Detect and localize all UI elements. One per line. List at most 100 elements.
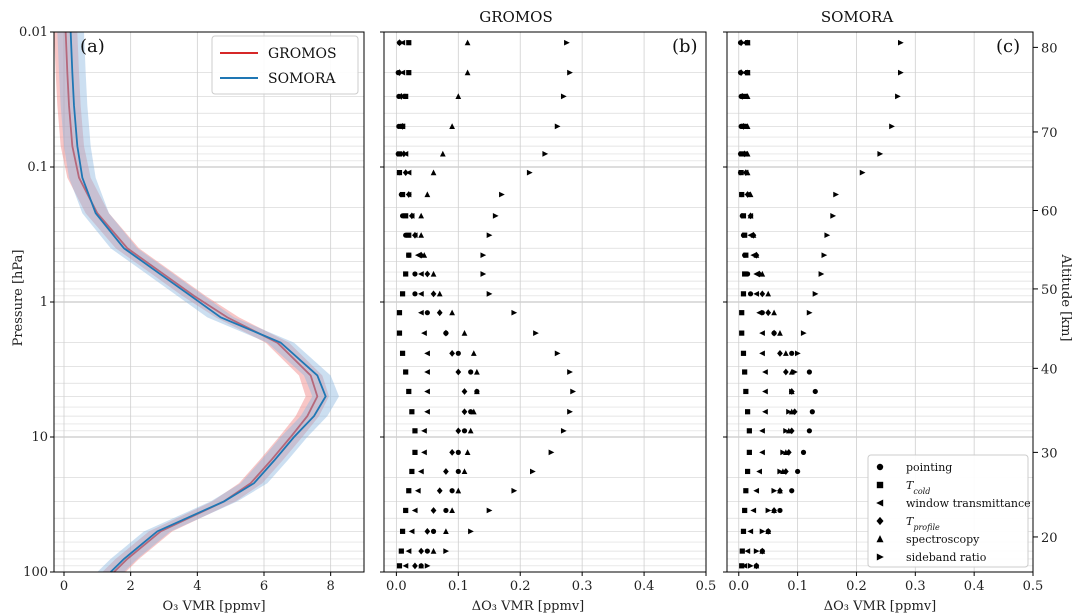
marker-window-transmittance <box>744 548 751 554</box>
marker-pointing <box>455 449 461 455</box>
marker-sideband-ratio <box>570 388 576 395</box>
marker-t-profile <box>430 507 437 514</box>
marker-legend-label: spectroscopy <box>906 533 980 546</box>
marker-window-transmittance <box>411 507 418 514</box>
x-tick-label: 6 <box>260 579 268 594</box>
marker-t-cold <box>399 528 406 534</box>
marker-spectroscopy <box>474 388 480 395</box>
x-tick-label: 4 <box>193 579 201 594</box>
marker-sideband-ratio <box>789 388 795 395</box>
marker-spectroscopy <box>744 169 751 176</box>
marker-spectroscopy <box>430 547 437 554</box>
marker-t-cold <box>396 151 403 157</box>
marker-pointing <box>455 350 461 356</box>
marker-spectroscopy <box>744 93 751 100</box>
marker-sideband-ratio <box>468 528 474 535</box>
marker-spectroscopy <box>418 562 425 569</box>
x-tick-label: 0.5 <box>1023 579 1044 594</box>
marker-window-transmittance <box>424 350 430 357</box>
marker-window-transmittance <box>418 290 424 297</box>
legend-marker <box>876 499 884 507</box>
marker-t-cold <box>406 388 412 395</box>
marker-sideband-ratio <box>542 151 549 157</box>
marker-sideband-ratio <box>771 487 778 494</box>
marker-pointing <box>412 291 418 297</box>
panel-b: 0.0 0.1 0.2 0.3 0.4 0.5 <box>380 31 717 594</box>
marker-window-transmittance <box>414 252 421 259</box>
marker-t-profile <box>738 39 744 47</box>
marker-t-profile <box>396 69 403 77</box>
marker-t-cold <box>746 449 752 455</box>
marker-window-transmittance <box>421 449 427 456</box>
marker-legend-label: sideband ratio <box>906 551 987 564</box>
marker-sideband-ratio <box>830 212 837 219</box>
marker-t-profile <box>742 169 749 176</box>
marker-t-cold <box>742 271 748 277</box>
marker-sideband-ratio <box>560 427 567 434</box>
marker-pointing <box>800 449 807 455</box>
marker-spectroscopy <box>464 39 471 46</box>
marker-window-transmittance <box>756 309 762 316</box>
marker-legend-frame <box>867 454 1029 568</box>
marker-t-cold <box>740 350 747 356</box>
marker-window-transmittance <box>418 468 424 475</box>
panel-c-ylabel-right: Altitude [km] <box>1058 253 1072 341</box>
marker-sideband-ratio <box>792 369 798 375</box>
marker-t-profile <box>430 290 437 298</box>
marker-t-profile <box>400 150 407 158</box>
legend-marker <box>876 553 884 561</box>
marker-sideband-ratio <box>895 93 901 100</box>
marker-spectroscopy <box>744 39 751 46</box>
marker-t-profile <box>436 309 443 317</box>
y-tick-label: 100 <box>23 565 48 580</box>
marker-legend-label: Tcold <box>906 479 930 496</box>
marker-spectroscopy <box>747 212 754 219</box>
marker-sideband-ratio <box>492 212 499 219</box>
marker-t-cold <box>406 70 412 76</box>
marker-window-transmittance <box>405 548 412 554</box>
marker-legend-label: Tprofile <box>906 515 940 532</box>
marker-t-profile <box>436 487 443 495</box>
marker-t-profile <box>424 270 431 278</box>
x-tick-label: 0.5 <box>696 579 717 594</box>
marker-spectroscopy <box>424 191 431 198</box>
marker-spectroscopy <box>782 449 789 455</box>
marker-window-transmittance <box>759 427 765 434</box>
marker-pointing <box>424 548 430 554</box>
marker-pointing <box>443 507 449 514</box>
marker-spectroscopy <box>753 252 760 258</box>
marker-pointing <box>777 507 783 514</box>
marker-spectroscopy <box>470 408 477 415</box>
marker-spectroscopy <box>430 169 437 176</box>
marker-sideband-ratio <box>486 232 493 239</box>
marker-spectroscopy <box>439 150 446 157</box>
marker-t-cold <box>746 428 752 434</box>
panel-b-title: GROMOS <box>479 8 553 26</box>
marker-spectroscopy <box>467 427 474 434</box>
panel-c: 0.0 0.1 0.2 0.3 0.4 0.5 20 30 40 50 60 70 80 pointing… <box>723 31 1058 594</box>
x-tick-label: 0.1 <box>448 579 469 594</box>
marker-t-cold <box>739 548 745 554</box>
marker-window-transmittance <box>424 388 430 395</box>
axes-frame <box>726 31 1034 573</box>
marker-sideband-ratio <box>548 449 555 456</box>
marker-t-profile <box>405 191 412 198</box>
marker-window-transmittance <box>759 449 765 456</box>
marker-window-transmittance <box>408 528 415 535</box>
marker-spectroscopy <box>418 232 425 238</box>
marker-sideband-ratio <box>821 252 828 259</box>
marker-t-profile <box>738 69 744 77</box>
marker-window-transmittance <box>424 369 430 375</box>
marker-t-profile <box>399 122 406 130</box>
x-tick-label: 0 <box>60 579 68 594</box>
marker-window-transmittance <box>418 309 424 316</box>
marker-t-profile <box>412 562 418 570</box>
marker-sideband-ratio <box>533 330 539 336</box>
marker-window-transmittance <box>753 290 760 297</box>
marker-spectroscopy <box>753 562 760 569</box>
marker-spectroscopy <box>771 507 777 514</box>
marker-spectroscopy <box>461 468 468 475</box>
x-tick-label: 0.3 <box>905 579 926 594</box>
marker-t-cold <box>396 563 403 569</box>
altitude-tick-label: 40 <box>1041 362 1058 377</box>
